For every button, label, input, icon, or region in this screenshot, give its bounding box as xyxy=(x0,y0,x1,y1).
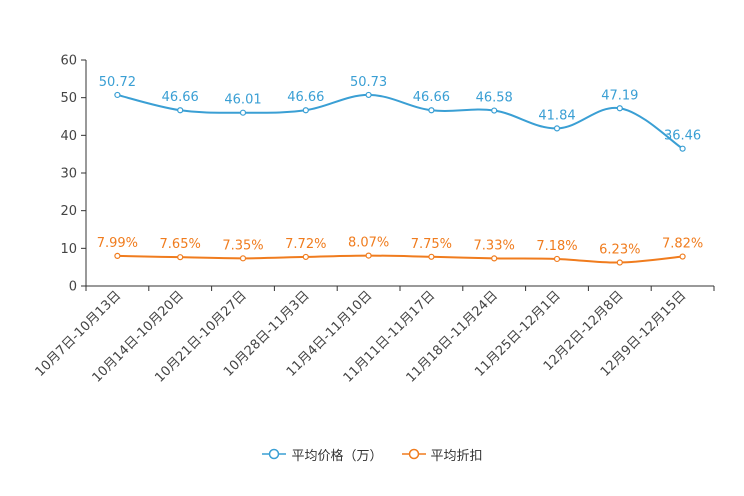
series-0-data-label: 46.58 xyxy=(476,91,513,106)
series-1-data-label: 7.18% xyxy=(536,239,577,254)
legend-discount-marker-icon xyxy=(401,448,426,460)
y-tick-label: 10 xyxy=(60,242,77,257)
series-1-line xyxy=(117,254,683,264)
series-1-point[interactable] xyxy=(239,255,247,262)
series-1-data-label: 7.35% xyxy=(222,238,263,253)
y-tick-label: 40 xyxy=(60,129,77,144)
series-0-point[interactable] xyxy=(239,109,247,116)
series-1-point[interactable] xyxy=(553,255,561,263)
y-tick-label: 30 xyxy=(60,167,77,182)
series-0-data-label: 36.46 xyxy=(664,129,701,144)
y-tick-label: 50 xyxy=(60,91,77,106)
series-1-data-label: 7.82% xyxy=(662,237,703,252)
series-1-data-label: 7.65% xyxy=(160,237,201,252)
series-0-data-label: 46.01 xyxy=(224,93,261,108)
series-0-data-label: 46.66 xyxy=(287,90,324,105)
series-0-point[interactable] xyxy=(491,107,498,114)
series-0: 50.72 46.66 46.01 46.66 50.73 46.66 46.58 41.84… xyxy=(99,75,701,152)
legend-item-discount[interactable]: 平均折扣 xyxy=(401,445,483,464)
series-0-point[interactable] xyxy=(302,107,309,114)
series-1-data-label: 7.75% xyxy=(411,237,452,252)
series-1-data-label: 8.07% xyxy=(348,236,389,251)
series-layer: 50.72 46.66 46.01 46.66 50.73 46.66 46.58 41.84… xyxy=(97,75,703,266)
series-0-point[interactable] xyxy=(428,107,435,114)
series-0-data-label: 47.19 xyxy=(601,88,638,103)
series-1-point[interactable] xyxy=(616,259,623,266)
series-1-point[interactable] xyxy=(679,253,686,260)
series-1-point[interactable] xyxy=(428,253,435,260)
y-tick-label: 20 xyxy=(60,204,77,219)
series-1-point[interactable] xyxy=(491,255,498,262)
series-0-data-label: 41.84 xyxy=(538,108,575,123)
series-1-point[interactable] xyxy=(114,252,121,260)
series-1-point[interactable] xyxy=(365,252,372,259)
series-0-data-label: 50.73 xyxy=(350,75,387,90)
series-1: 7.99% 7.65% 7.35% 7.72% 8.07% 7.75% 7.33% 7.18%… xyxy=(97,236,703,266)
series-1-point[interactable] xyxy=(177,254,184,261)
x-axis: 10月7日-10月13日10月14日-10月20日10月21日-10月27日10… xyxy=(33,285,715,386)
series-1-data-label: 6.23% xyxy=(599,243,640,258)
series-1-data-label: 7.72% xyxy=(285,237,326,252)
series-0-data-label: 46.66 xyxy=(413,90,450,105)
legend-price-marker-icon xyxy=(262,448,287,460)
legend-price-label: 平均价格（万） xyxy=(291,448,383,464)
series-0-point[interactable] xyxy=(679,145,686,152)
series-0-point[interactable] xyxy=(365,91,372,99)
legend-discount-label: 平均折扣 xyxy=(430,448,483,464)
series-1-point[interactable] xyxy=(302,253,309,261)
series-1-data-label: 7.99% xyxy=(97,236,138,251)
series-0-point[interactable] xyxy=(114,91,121,99)
legend-item-price[interactable]: 平均价格（万） xyxy=(261,445,383,464)
series-0-point[interactable] xyxy=(553,125,561,132)
series-1-data-label: 7.33% xyxy=(474,238,515,253)
series-0-data-label: 46.66 xyxy=(162,90,199,105)
legend: 平均价格（万） 平均折扣 xyxy=(0,443,744,465)
series-0-data-label: 50.72 xyxy=(99,75,136,90)
y-tick-label: 0 xyxy=(69,280,77,295)
series-0-point[interactable] xyxy=(616,105,623,112)
y-tick-label: 60 xyxy=(60,54,77,69)
y-axis: 0 10 20 30 40 50 60 xyxy=(60,54,87,295)
series-0-point[interactable] xyxy=(177,107,184,114)
series-0-line xyxy=(117,93,684,150)
